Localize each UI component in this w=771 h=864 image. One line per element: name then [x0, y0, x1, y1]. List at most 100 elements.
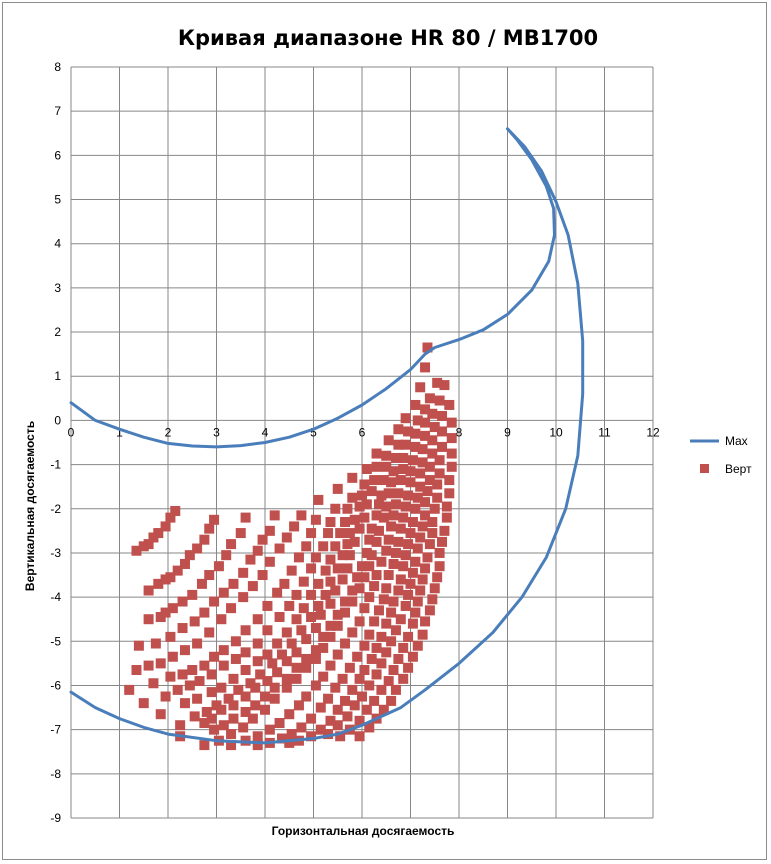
vert-point — [325, 517, 336, 528]
vert-point — [366, 550, 377, 561]
vert-point — [420, 362, 431, 373]
vert-point — [209, 514, 220, 525]
vert-point — [369, 616, 380, 627]
vert-point — [395, 523, 406, 534]
vert-point — [340, 517, 351, 528]
vert-point — [344, 550, 355, 561]
vert-point — [323, 729, 334, 740]
vert-point — [366, 486, 377, 497]
vert-point — [281, 682, 292, 693]
x-tick-label: 2 — [165, 425, 172, 439]
vert-point — [337, 673, 348, 684]
x-tick-label: 12 — [646, 425, 660, 439]
vert-point — [364, 629, 375, 640]
vert-point — [371, 536, 382, 547]
vert-point — [320, 589, 331, 600]
vert-point — [325, 715, 336, 726]
vert-point — [184, 680, 195, 691]
vert-point — [172, 565, 183, 576]
vert-point — [264, 724, 275, 735]
vert-point — [262, 676, 273, 687]
vert-point — [133, 640, 144, 651]
vert-point — [424, 605, 435, 616]
vert-point — [216, 704, 227, 715]
vert-point — [247, 713, 258, 724]
vert-point — [269, 510, 280, 521]
vert-point — [412, 415, 423, 426]
vert-point — [289, 521, 300, 532]
vert-point — [378, 512, 389, 523]
vert-point — [354, 715, 365, 726]
vert-point — [301, 653, 312, 664]
vert-point — [332, 609, 343, 620]
y-tick-label: -1 — [50, 458, 61, 472]
vert-point — [286, 638, 297, 649]
vert-point — [347, 627, 358, 638]
vert-point — [432, 572, 443, 583]
vert-point — [434, 455, 445, 466]
vert-point — [155, 658, 166, 669]
vert-point — [291, 589, 302, 600]
vert-point — [386, 477, 397, 488]
vert-point — [337, 550, 348, 561]
x-axis-title: Горизонтальная досягаемость — [272, 824, 455, 838]
vert-point — [310, 645, 321, 656]
y-tick-label: 0 — [54, 413, 61, 427]
vert-point — [400, 550, 411, 561]
vert-point — [359, 665, 370, 676]
vert-point — [165, 671, 176, 682]
vert-point — [405, 466, 416, 477]
vert-point — [252, 638, 263, 649]
x-tick-label: 6 — [359, 425, 366, 439]
vert-point — [167, 651, 178, 662]
vert-point — [393, 424, 404, 435]
vert-point — [344, 528, 355, 539]
vert-point — [398, 464, 409, 475]
vert-point — [332, 620, 343, 631]
vert-point — [252, 731, 263, 742]
vert-point — [427, 448, 438, 459]
legend-max-label: Max — [725, 434, 748, 448]
vert-point — [286, 729, 297, 740]
vert-point — [437, 441, 448, 452]
vert-point — [400, 439, 411, 450]
vert-point — [325, 576, 336, 587]
vert-point — [233, 684, 244, 695]
vert-point — [291, 662, 302, 673]
y-tick-label: -7 — [50, 723, 61, 737]
vert-point — [393, 536, 404, 547]
vert-point — [301, 691, 312, 702]
vert-point — [398, 561, 409, 572]
vert-point — [388, 466, 399, 477]
x-tick-label: 3 — [213, 425, 220, 439]
y-tick-label: 7 — [54, 104, 61, 118]
vert-point — [226, 740, 237, 751]
vert-point — [405, 528, 416, 539]
vert-point — [434, 561, 445, 572]
vert-point — [422, 552, 433, 563]
vert-point — [252, 656, 263, 667]
vert-point — [383, 435, 394, 446]
vert-point — [354, 616, 365, 627]
vert-point — [196, 578, 207, 589]
vert-point — [323, 693, 334, 704]
vert-point — [439, 380, 450, 391]
vert-point — [373, 499, 384, 510]
vert-point — [371, 448, 382, 459]
vert-point — [293, 552, 304, 563]
y-tick-label: -6 — [50, 678, 61, 692]
y-tick-label: -4 — [50, 590, 61, 604]
vert-point — [281, 532, 292, 543]
vert-point — [400, 413, 411, 424]
vert-point — [376, 490, 387, 501]
vert-point — [407, 567, 418, 578]
vert-point — [381, 545, 392, 556]
vert-point — [371, 669, 382, 680]
vert-point — [412, 640, 423, 651]
vert-point — [284, 709, 295, 720]
vert-point — [354, 583, 365, 594]
y-tick-label: 1 — [54, 369, 61, 383]
vert-point — [403, 589, 414, 600]
vert-point — [393, 439, 404, 450]
vert-point — [274, 611, 285, 622]
